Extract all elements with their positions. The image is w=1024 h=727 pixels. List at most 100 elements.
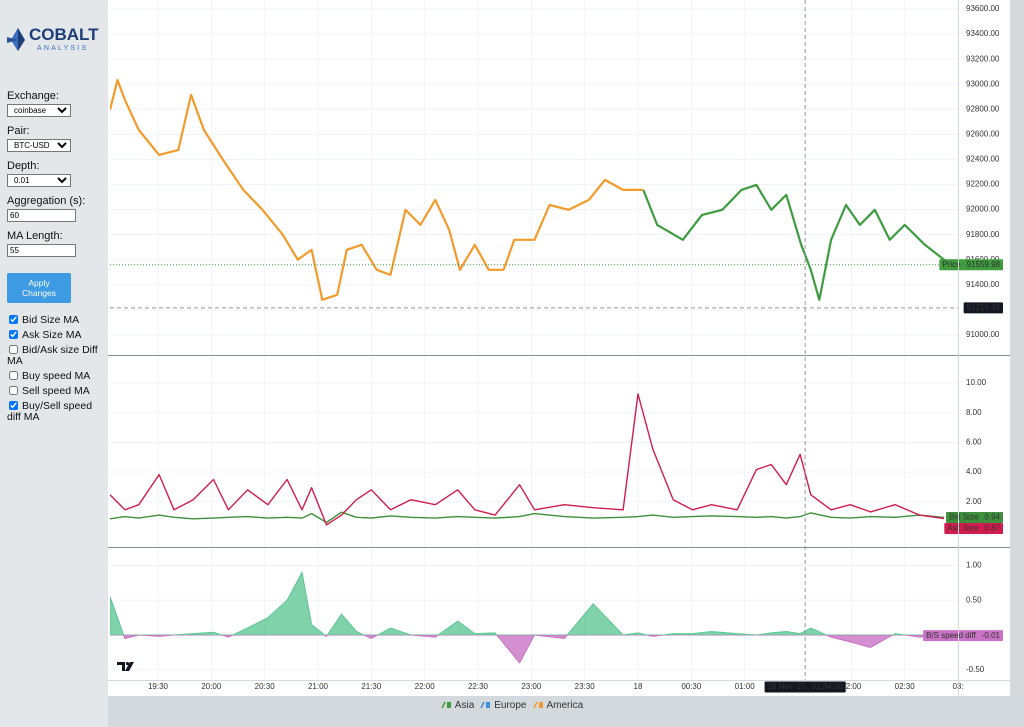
series-badge: Ask Size 0.87 xyxy=(944,522,1003,534)
legend-icon xyxy=(532,701,543,709)
checkbox-label: Ask Size MA xyxy=(22,329,82,341)
legend-swatch xyxy=(480,701,485,709)
x-tick-label: 22:30 xyxy=(468,682,489,691)
series-line xyxy=(110,393,945,526)
price-badge-value: 91559.98 xyxy=(967,260,1001,269)
checkbox[interactable] xyxy=(9,371,18,380)
legend-icon xyxy=(480,701,491,709)
legend-swatch xyxy=(538,702,543,708)
checkbox-row: Buy speed MA xyxy=(7,371,103,382)
checkbox-list: Bid Size MA Ask Size MA Bid/Ask size Diff … xyxy=(7,315,103,423)
checkbox-row: Ask Size MA xyxy=(7,330,103,341)
series-badge-value: 0.87 xyxy=(984,524,1000,533)
x-tick-label: 02:00 xyxy=(841,682,862,691)
y-tick-label: 10.00 xyxy=(966,378,987,387)
control-label: Pair: xyxy=(7,125,30,137)
y-tick-label: 93600.00 xyxy=(966,4,1000,13)
series-badge-name: B/S speed diff xyxy=(926,631,976,640)
legend-item: America xyxy=(532,700,583,711)
x-tick-label: 19:30 xyxy=(148,682,169,691)
checkbox-row: Buy/Sell speed diff MA xyxy=(7,401,103,423)
crosshair-price: 91216.34 xyxy=(967,303,1001,312)
y-tick-label: -0.50 xyxy=(966,665,985,674)
checkbox-row: Bid/Ask size Diff MA xyxy=(7,345,103,367)
x-tick-label: 18 xyxy=(634,682,643,691)
legend-label: Asia xyxy=(454,700,475,711)
legend-swatch xyxy=(441,701,446,709)
tradingview-logo xyxy=(117,662,134,671)
series-badge-name: Bid Size xyxy=(949,513,979,522)
logo: COBALT ANALYSIS xyxy=(7,26,99,52)
y-tick-label: 6.00 xyxy=(966,438,982,447)
y-tick-label: 8.00 xyxy=(966,408,982,417)
checkbox-label: Sell speed MA xyxy=(22,385,90,397)
series-badge: B/S speed diff -0.01 xyxy=(923,630,1003,642)
chart-background xyxy=(108,0,1010,696)
legend-item: Europe xyxy=(480,700,527,711)
crosshair-time: 01:34:00 xyxy=(812,682,844,691)
y-tick-label: 91800.00 xyxy=(966,230,1000,239)
y-tick-label: 1.00 xyxy=(966,561,982,570)
dropdown[interactable]: 0.01 xyxy=(7,174,71,187)
x-tick-label: 02:30 xyxy=(895,682,916,691)
logo-title: COBALT xyxy=(29,26,99,44)
series-badge-name: Ask Size xyxy=(947,524,979,533)
checkbox[interactable] xyxy=(9,315,18,324)
series-badge: Bid Size 0.94 xyxy=(946,511,1003,523)
overlay: 19:30 20:00 20:30 21:00 21:30 22:00 22:30 23:00… xyxy=(110,0,1003,693)
series-line xyxy=(110,78,644,301)
crosshair-time-badge: 18 Nov '25 01:34:00 xyxy=(764,681,846,693)
price-badge-label: Price xyxy=(942,260,961,269)
control-label: Aggregation (s): xyxy=(7,195,86,207)
y-tick-label: 92800.00 xyxy=(966,104,1000,113)
x-tick-label: 23:30 xyxy=(575,682,596,691)
y-tick-label: 91400.00 xyxy=(966,280,1000,289)
y-tick-label: 92200.00 xyxy=(966,180,1000,189)
y-tick-label: 93200.00 xyxy=(966,54,1000,63)
legend-swatch xyxy=(532,701,538,709)
grid xyxy=(110,0,959,680)
y-tick-label: 4.00 xyxy=(966,467,982,476)
crosshair-time-badge-bg xyxy=(764,681,846,693)
legend-swatch xyxy=(486,702,491,708)
x-tick-label: 20:30 xyxy=(255,682,276,691)
x-tick-label: 00:30 xyxy=(681,682,702,691)
marks xyxy=(110,78,954,664)
text-input[interactable] xyxy=(7,244,76,257)
button-row: Apply Changes xyxy=(7,257,103,303)
logo-subtitle: ANALYSIS xyxy=(37,45,88,52)
x-tick-label: 21:00 xyxy=(308,682,329,691)
checkbox-row: Bid Size MA xyxy=(7,315,103,326)
y-tick-label: 92000.00 xyxy=(966,205,1000,214)
y-tick-label: 2.00 xyxy=(966,497,982,506)
checkbox-label: Buy speed MA xyxy=(22,370,91,382)
y-tick-label: 92400.00 xyxy=(966,155,1000,164)
apply-button[interactable]: Apply Changes xyxy=(7,273,71,303)
series-badge-bg xyxy=(946,511,1003,523)
y-tick-label: 93000.00 xyxy=(966,79,1000,88)
checkbox[interactable] xyxy=(9,345,18,354)
y-tick-label: 93400.00 xyxy=(966,29,1000,38)
x-tick-label: 22:00 xyxy=(415,682,436,691)
legend-item: Asia xyxy=(441,700,474,711)
dropdown[interactable]: coinbase xyxy=(7,104,71,117)
legend-swatch xyxy=(446,702,451,708)
crosshair-price-badge: 91216.34 xyxy=(963,302,1003,314)
checkbox[interactable] xyxy=(9,386,18,395)
control-label: Exchange: xyxy=(7,90,59,102)
y-tick-label: 91000.00 xyxy=(966,330,1000,339)
control-label: Depth: xyxy=(7,160,40,172)
dropdown[interactable]: BTC-USD xyxy=(7,139,71,152)
checkbox-label: Bid/Ask size Diff MA xyxy=(7,344,98,367)
checkbox[interactable] xyxy=(9,401,18,410)
text-input[interactable] xyxy=(7,209,76,222)
checkbox-label: Bid Size MA xyxy=(22,314,80,326)
checkbox[interactable] xyxy=(9,330,18,339)
crosshair-date: 18 Nov '25 xyxy=(768,682,807,691)
checkbox-row: Sell speed MA xyxy=(7,386,103,397)
area-positive xyxy=(110,570,945,635)
controls: Exchange: coinbase Pair: BTC-USD Depth: 0.01 A… xyxy=(7,90,103,427)
series-badge-value: 0.94 xyxy=(984,513,1000,522)
